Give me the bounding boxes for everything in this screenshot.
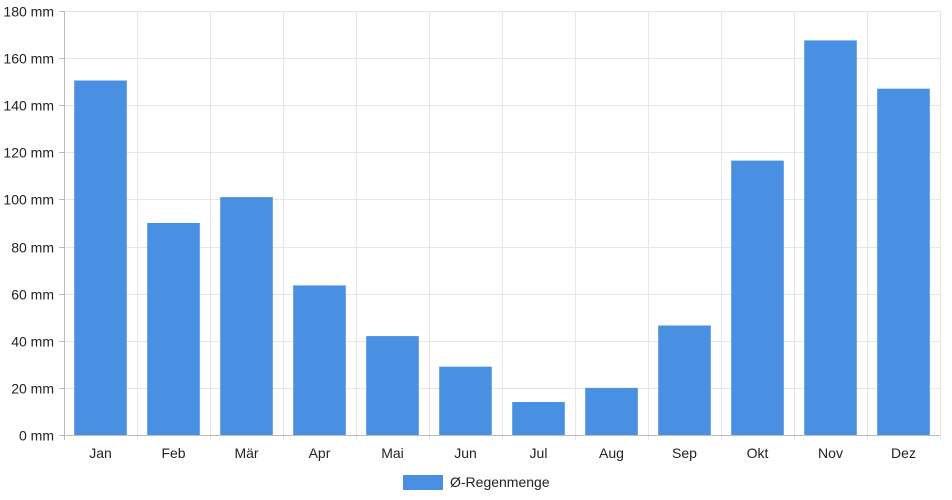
bars xyxy=(74,40,930,436)
y-tick-label: 160 mm xyxy=(3,51,54,67)
x-tick-label: Dez xyxy=(891,445,916,461)
y-tick-label: 140 mm xyxy=(3,98,54,114)
legend[interactable]: Ø-Regenmenge xyxy=(403,474,550,490)
y-tick-labels: 0 mm 20 mm 40 mm 60 mm 80 mm 100 mm 120 mm 140 … xyxy=(3,4,54,444)
legend-label: Ø-Regenmenge xyxy=(450,474,550,490)
bar-dez[interactable] xyxy=(877,88,930,435)
bar-aug[interactable] xyxy=(585,387,638,435)
y-tick-label: 80 mm xyxy=(11,240,54,256)
x-tick-label: Jun xyxy=(454,445,477,461)
bar-feb[interactable] xyxy=(147,223,200,435)
y-tick-label: 40 mm xyxy=(11,334,54,350)
bar-sep[interactable] xyxy=(658,325,711,436)
bar-jan[interactable] xyxy=(74,80,127,436)
x-tick-label: Okt xyxy=(747,445,769,461)
bar-mai[interactable] xyxy=(366,336,419,435)
y-tick-label: 0 mm xyxy=(19,428,54,444)
x-tick-label: Mai xyxy=(381,445,404,461)
x-tick-label: Jul xyxy=(530,445,548,461)
x-tick-label: Nov xyxy=(818,445,843,461)
y-tick-label: 20 mm xyxy=(11,381,54,397)
bar-apr[interactable] xyxy=(293,285,346,435)
y-tick-label: 120 mm xyxy=(3,145,54,161)
bar-nov[interactable] xyxy=(804,40,857,436)
axes xyxy=(59,11,940,440)
grid xyxy=(59,11,941,440)
legend-swatch xyxy=(403,475,443,490)
y-tick-label: 60 mm xyxy=(11,287,54,303)
bar-okt[interactable] xyxy=(731,160,784,435)
x-tick-label: Aug xyxy=(599,445,624,461)
x-tick-label: Mär xyxy=(234,445,258,461)
bar-mär[interactable] xyxy=(220,197,273,435)
bar-jun[interactable] xyxy=(439,366,492,435)
x-tick-label: Feb xyxy=(161,445,185,461)
y-tick-label: 180 mm xyxy=(3,4,54,20)
y-tick-label: 100 mm xyxy=(3,192,54,208)
x-tick-label: Jan xyxy=(89,445,112,461)
x-tick-labels: Jan Feb Mär Apr Mai Jun Jul Aug Sep Okt Nov Dez xyxy=(89,445,916,461)
x-tick-label: Sep xyxy=(672,445,697,461)
bar-jul[interactable] xyxy=(512,402,565,435)
x-tick-label: Apr xyxy=(309,445,331,461)
